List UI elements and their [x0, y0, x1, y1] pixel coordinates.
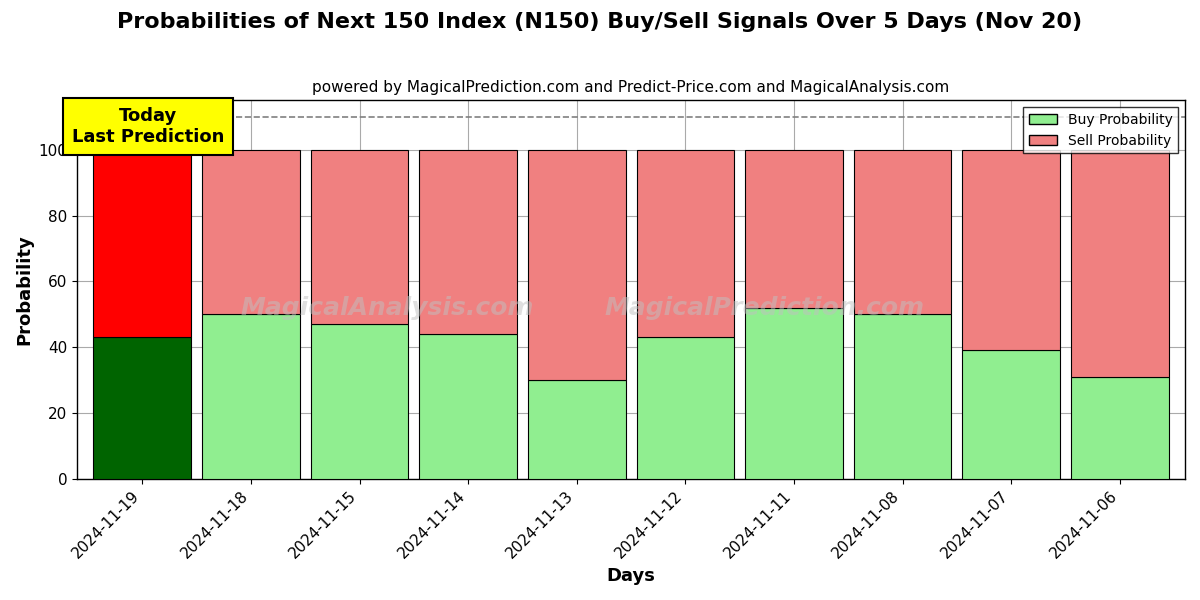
Bar [1070, 377, 1169, 479]
Bar [962, 350, 1060, 479]
Y-axis label: Probability: Probability [14, 234, 32, 345]
Bar [636, 149, 734, 337]
Bar [528, 380, 625, 479]
Legend: Buy Probability, Sell Probability: Buy Probability, Sell Probability [1024, 107, 1178, 154]
Bar [311, 324, 408, 479]
Bar [745, 149, 842, 308]
Bar [202, 314, 300, 479]
Bar [94, 149, 191, 337]
Text: MagicalPrediction.com: MagicalPrediction.com [604, 296, 924, 320]
Bar [745, 308, 842, 479]
Text: Today
Last Prediction: Today Last Prediction [72, 107, 224, 146]
Bar [1070, 149, 1169, 377]
Bar [853, 314, 952, 479]
Bar [419, 334, 517, 479]
X-axis label: Days: Days [607, 567, 655, 585]
Bar [528, 149, 625, 380]
Bar [853, 149, 952, 314]
Bar [419, 149, 517, 334]
Text: MagicalAnalysis.com: MagicalAnalysis.com [241, 296, 534, 320]
Title: powered by MagicalPrediction.com and Predict-Price.com and MagicalAnalysis.com: powered by MagicalPrediction.com and Pre… [312, 80, 949, 95]
Bar [94, 337, 191, 479]
Bar [311, 149, 408, 324]
Bar [636, 337, 734, 479]
Text: Probabilities of Next 150 Index (N150) Buy/Sell Signals Over 5 Days (Nov 20): Probabilities of Next 150 Index (N150) B… [118, 12, 1082, 32]
Bar [962, 149, 1060, 350]
Bar [202, 149, 300, 314]
